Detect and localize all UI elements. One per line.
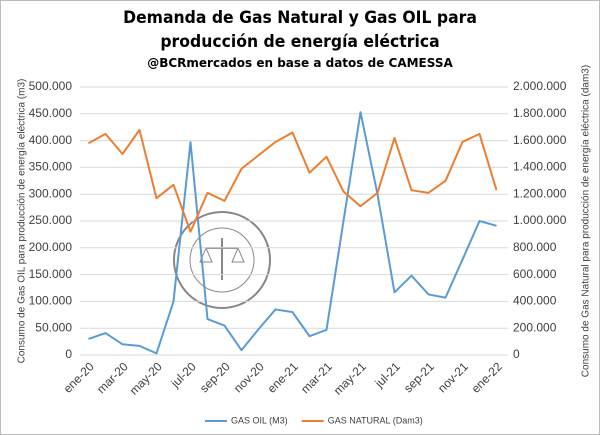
y-tick-label: 150.000 — [29, 267, 73, 281]
y-tick-label: 250.000 — [29, 213, 73, 227]
y2-tick-label: 800.000 — [513, 240, 557, 254]
y2-tick-label: 1.800.000 — [513, 106, 567, 120]
line-series — [88, 128, 498, 233]
legend-label: GAS OIL (M3) — [231, 415, 288, 425]
y-tick-label: 0 — [65, 347, 72, 361]
line-series — [88, 111, 497, 355]
y2-tick-label: 0 — [513, 347, 520, 361]
y2-tick-label: 400.000 — [513, 294, 557, 308]
y2-tick-label: 2.000.000 — [513, 79, 567, 93]
chart-subtitle: @BCRmercados en base a datos de CAMESSA — [147, 56, 453, 70]
y2-tick-label: 1.400.000 — [513, 160, 567, 174]
y-tick-label: 450.000 — [29, 106, 73, 120]
y2-tick-label: 1.200.000 — [513, 186, 567, 200]
y2-axis-title: Consumo de Gas Natural para producción d… — [581, 65, 592, 377]
legend-label: GAS NATURAL (Dam3) — [328, 415, 423, 425]
y2-tick-label: 1.600.000 — [513, 133, 567, 147]
y2-tick-label: 200.000 — [513, 320, 557, 334]
y-tick-label: 50.000 — [35, 320, 72, 334]
y-axis-title: Consumo de Gas OIL para producción de en… — [17, 79, 28, 364]
y-tick-label: 350.000 — [29, 160, 73, 174]
y-tick-label: 100.000 — [29, 294, 73, 308]
y-tick-label: 500.000 — [29, 79, 73, 93]
y-tick-label: 200.000 — [29, 240, 73, 254]
y2-tick-label: 600.000 — [513, 267, 557, 281]
y-tick-label: 400.000 — [29, 133, 73, 147]
y-tick-label: 300.000 — [29, 186, 73, 200]
y2-tick-label: 1.000.000 — [513, 213, 567, 227]
chart-title: Demanda de Gas Natural y Gas OIL para pr… — [123, 8, 477, 52]
